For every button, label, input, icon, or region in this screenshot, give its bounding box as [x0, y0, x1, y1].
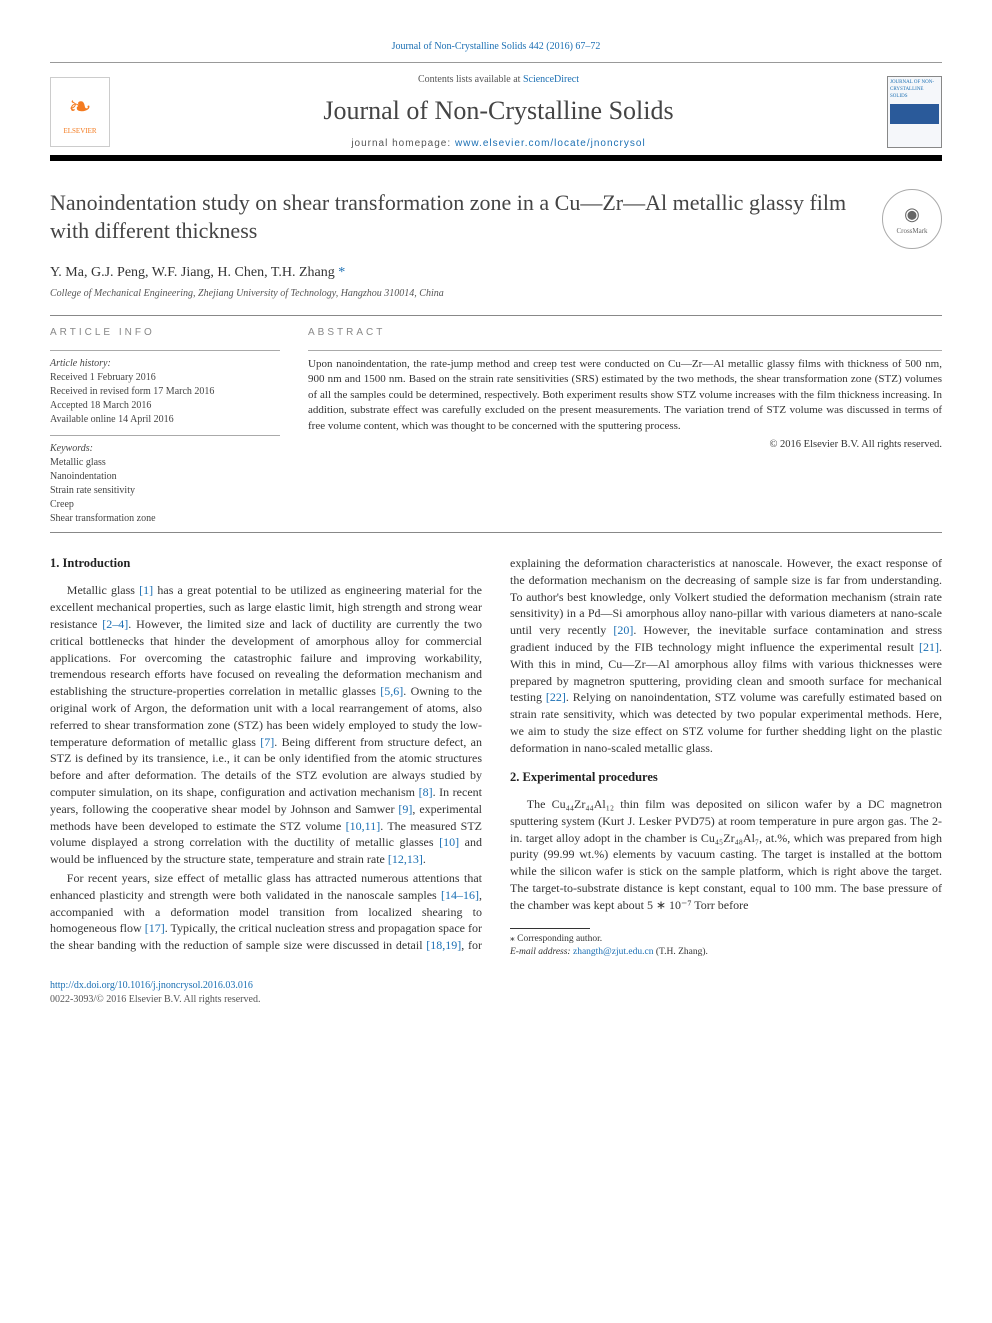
page-footer: http://dx.doi.org/10.1016/j.jnoncrysol.2… [50, 979, 942, 1007]
cover-bar-icon [890, 104, 939, 124]
history-revised: Received in revised form 17 March 2016 [50, 385, 280, 399]
doi-link[interactable]: http://dx.doi.org/10.1016/j.jnoncrysol.2… [50, 980, 253, 991]
ref-17[interactable]: [17] [145, 921, 165, 935]
corresponding-star-link[interactable]: * [338, 265, 345, 280]
cover-label: JOURNAL OF NON-CRYSTALLINE SOLIDS [890, 79, 939, 100]
elsevier-tree-icon: ❧ [68, 88, 91, 127]
ref-10-11[interactable]: [10,11] [346, 819, 381, 833]
contents-prefix: Contents lists available at [418, 74, 523, 85]
abstract-heading: abstract [308, 326, 942, 340]
history-received: Received 1 February 2016 [50, 371, 280, 385]
journal-name: Journal of Non-Crystalline Solids [122, 93, 875, 129]
corresponding-author-label: ⁎ Corresponding author. [510, 933, 942, 946]
article-info-col: article info Article history: Received 1… [50, 326, 280, 526]
keyword-5: Shear transformation zone [50, 512, 280, 526]
divider-top [50, 315, 942, 316]
section-1-para-1: Metallic glass [1] has a great potential… [50, 582, 482, 868]
history-label: Article history: [50, 357, 280, 371]
issn-copyright: 0022-3093/© 2016 Elsevier B.V. All right… [50, 994, 260, 1005]
ref-12-13[interactable]: [12,13] [388, 852, 423, 866]
homepage-prefix: journal homepage: [351, 138, 455, 149]
homepage-link[interactable]: www.elsevier.com/locate/jnoncrysol [455, 138, 646, 149]
section-2-para-1: The Cu₄₄Zr₄₄Al₁₂ thin film was deposited… [510, 796, 942, 914]
article-info-heading: article info [50, 326, 280, 340]
email-suffix: (T.H. Zhang). [653, 947, 707, 957]
elsevier-label: ELSEVIER [63, 127, 96, 137]
ref-14-16[interactable]: [14–16] [441, 888, 479, 902]
top-reference-link[interactable]: Journal of Non-Crystalline Solids 442 (2… [392, 41, 601, 52]
section-1-heading: 1. Introduction [50, 555, 482, 573]
ref-9[interactable]: [9] [398, 802, 412, 816]
abs-divider [308, 350, 942, 351]
ref-10[interactable]: [10] [439, 835, 459, 849]
ref-21[interactable]: [21] [919, 640, 939, 654]
keyword-2: Nanoindentation [50, 470, 280, 484]
ref-22[interactable]: [22] [546, 690, 566, 704]
history-accepted: Accepted 18 March 2016 [50, 399, 280, 413]
ref-8[interactable]: [8] [419, 785, 433, 799]
crossmark-label: CrossMark [896, 227, 927, 237]
ref-1[interactable]: [1] [139, 583, 153, 597]
title-block: Nanoindentation study on shear transform… [50, 189, 942, 249]
journal-cover-thumb: JOURNAL OF NON-CRYSTALLINE SOLIDS [887, 76, 942, 148]
homepage-line: journal homepage: www.elsevier.com/locat… [122, 137, 875, 151]
email-link[interactable]: zhangth@zjut.edu.cn [573, 947, 654, 957]
abstract-col: abstract Upon nanoindentation, the rate-… [308, 326, 942, 526]
section-2-heading: 2. Experimental procedures [510, 769, 942, 787]
authors-line: Y. Ma, G.J. Peng, W.F. Jiang, H. Chen, T… [50, 263, 942, 283]
ref-2-4[interactable]: [2–4] [102, 617, 128, 631]
keyword-3: Strain rate sensitivity [50, 484, 280, 498]
footnote-block: ⁎ Corresponding author. E-mail address: … [510, 933, 942, 960]
ref-18-19[interactable]: [18,19] [426, 938, 461, 952]
top-reference: Journal of Non-Crystalline Solids 442 (2… [50, 40, 942, 54]
history-online: Available online 14 April 2016 [50, 413, 280, 427]
body-columns: 1. Introduction Metallic glass [1] has a… [50, 555, 942, 959]
keyword-4: Creep [50, 498, 280, 512]
keywords-label: Keywords: [50, 442, 280, 456]
ref-5-6[interactable]: [5,6] [380, 684, 403, 698]
crossmark-icon: ◉ [904, 202, 920, 227]
kw-divider [50, 435, 280, 436]
contents-line: Contents lists available at ScienceDirec… [122, 73, 875, 87]
article-title: Nanoindentation study on shear transform… [50, 189, 862, 244]
crossmark-badge[interactable]: ◉ CrossMark [882, 189, 942, 249]
journal-banner: ❧ ELSEVIER Contents lists available at S… [50, 62, 942, 161]
ref-7[interactable]: [7] [260, 735, 274, 749]
email-label: E-mail address: [510, 947, 573, 957]
authors-text: Y. Ma, G.J. Peng, W.F. Jiang, H. Chen, T… [50, 265, 338, 280]
ref-20[interactable]: [20] [613, 623, 633, 637]
email-line: E-mail address: zhangth@zjut.edu.cn (T.H… [510, 946, 942, 959]
banner-center: Contents lists available at ScienceDirec… [122, 73, 875, 151]
footnote-rule [510, 928, 590, 929]
abstract-text: Upon nanoindentation, the rate-jump meth… [308, 357, 942, 434]
divider-bottom [50, 532, 942, 533]
info-divider [50, 350, 280, 351]
elsevier-logo: ❧ ELSEVIER [50, 77, 110, 147]
keyword-1: Metallic glass [50, 456, 280, 470]
abstract-copyright: © 2016 Elsevier B.V. All rights reserved… [308, 438, 942, 453]
sciencedirect-link[interactable]: ScienceDirect [523, 74, 579, 85]
affiliation: College of Mechanical Engineering, Zheji… [50, 287, 942, 301]
info-abstract-row: article info Article history: Received 1… [50, 326, 942, 526]
